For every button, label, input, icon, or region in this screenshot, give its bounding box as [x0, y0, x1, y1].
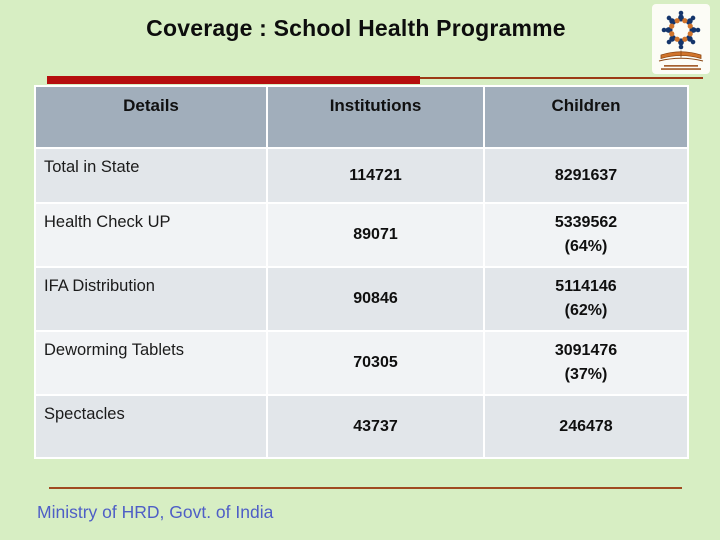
ssa-emblem-icon [658, 10, 704, 70]
table-row-label: IFA Distribution [36, 268, 266, 330]
children-value: 3091476 [554, 342, 618, 359]
table-cell-institutions: 43737 [268, 396, 483, 457]
ssa-logo [652, 4, 710, 74]
table-cell-institutions: 89071 [268, 204, 483, 266]
table-header-details: Details [36, 87, 266, 147]
footer-divider-line [49, 487, 682, 489]
children-percent: (62%) [564, 302, 608, 319]
table-header-children: Children [485, 87, 687, 147]
table-header-institutions: Institutions [268, 87, 483, 147]
children-value: 5114146 [555, 278, 617, 295]
children-value: 8291637 [554, 166, 618, 184]
children-value: 246478 [559, 417, 613, 435]
table-cell-children: 5339562 (64%) [485, 204, 687, 266]
coverage-table: Details Institutions Children Total in S… [34, 85, 689, 459]
table-cell-institutions: 70305 [268, 332, 483, 394]
table-cell-institutions: 90846 [268, 268, 483, 330]
table-cell-children: 5114146 (62%) [485, 268, 687, 330]
page-title: Coverage : School Health Programme [146, 15, 566, 41]
children-percent: (37%) [564, 366, 608, 383]
table-cell-children: 8291637 [485, 149, 687, 202]
table-row-label: Health Check UP [36, 204, 266, 266]
title-accent-bar [47, 76, 420, 84]
table-cell-children: 3091476 (37%) [485, 332, 687, 394]
table-row-label: Total in State [36, 149, 266, 202]
table-row-label: Deworming Tablets [36, 332, 266, 394]
table-row-label: Spectacles [36, 396, 266, 457]
table-cell-institutions: 114721 [268, 149, 483, 202]
footer-credit: Ministry of HRD, Govt. of India [37, 502, 274, 522]
table-cell-children: 246478 [485, 396, 687, 457]
children-percent: (64%) [564, 238, 608, 255]
children-value: 5339562 [554, 214, 618, 231]
